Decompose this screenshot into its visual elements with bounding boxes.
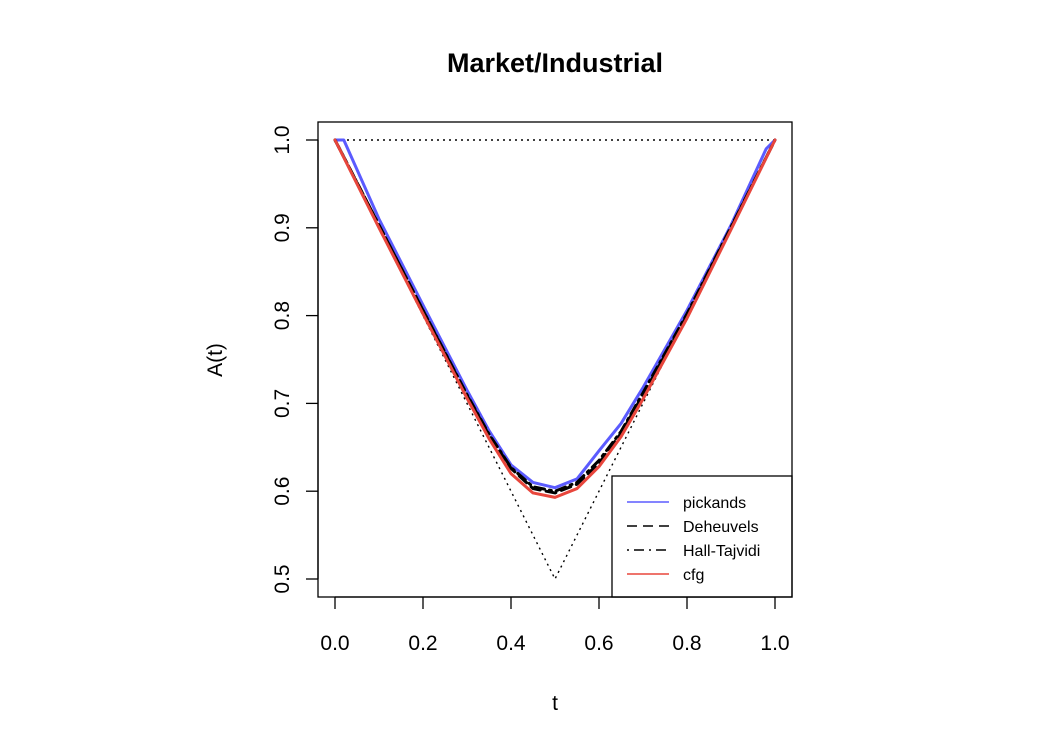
x-axis-label: t — [552, 692, 558, 715]
series-line-deheuvels — [333, 138, 777, 495]
plot-frame — [317, 121, 793, 598]
legend: pickands Deheuvels Hall-Tajvidi cfg — [611, 475, 793, 598]
legend-label-pickands: pickands — [683, 495, 746, 512]
x-tick-label: 0.8 — [672, 632, 701, 655]
x-tick-label: 0.2 — [408, 632, 437, 655]
y-tick-label: 1.0 — [271, 125, 294, 154]
legend-label-cfg: cfg — [683, 567, 704, 584]
x-tick-label: 0.4 — [496, 632, 526, 655]
x-tick-label: 1.0 — [760, 632, 789, 655]
legend-label-hall-tajvidi: Hall-Tajvidi — [683, 543, 760, 560]
legend-box — [611, 475, 793, 598]
y-tick-label: 0.8 — [271, 301, 294, 330]
legend-label-deheuvels: Deheuvels — [683, 519, 759, 536]
series-line-pickands — [333, 138, 777, 490]
y-tick-label: 0.5 — [271, 564, 294, 593]
x-tick-label: 0.0 — [320, 632, 349, 655]
chart-title: Market/Industrial — [447, 48, 663, 78]
y-tick-label: 0.9 — [271, 213, 294, 242]
y-tick-label: 0.6 — [271, 477, 294, 506]
x-tick-label: 0.6 — [584, 632, 613, 655]
y-axis-label: A(t) — [204, 343, 227, 377]
series-line-hall-tajvidi — [333, 138, 777, 493]
series-layer — [333, 138, 777, 499]
y-tick-label: 0.7 — [271, 389, 294, 418]
series-line-cfg — [333, 138, 777, 499]
